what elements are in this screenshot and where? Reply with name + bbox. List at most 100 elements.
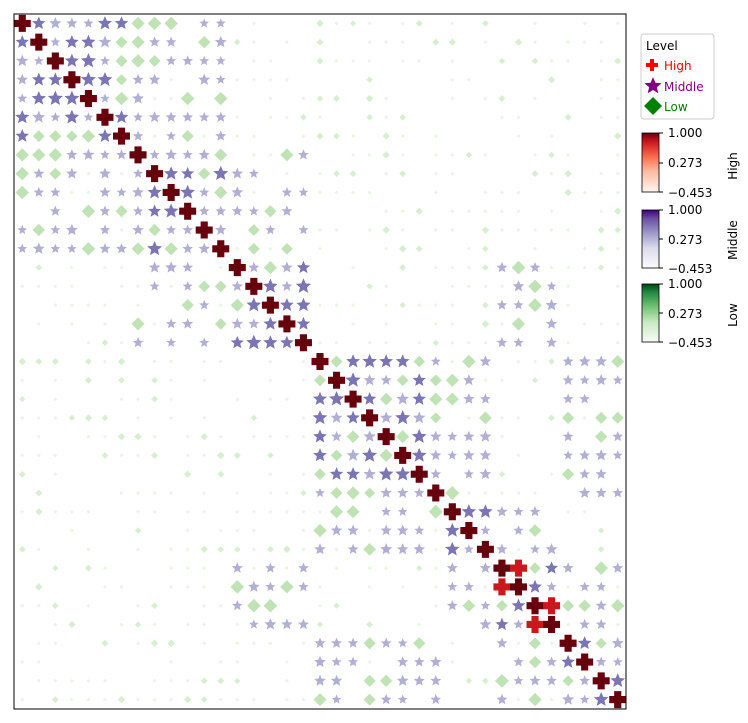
marker-low [599,171,604,176]
marker-low [313,523,327,538]
marker-middle [578,486,591,498]
marker-low [433,321,438,326]
marker-low [81,129,96,143]
marker-low [20,378,25,383]
marker-low [597,245,605,253]
marker-low [549,228,554,233]
marker-middle [546,581,557,592]
marker-middle [430,449,442,461]
legend-entry-middle: Middle [644,77,704,94]
marker-low [429,374,442,387]
marker-low [69,509,74,514]
marker-middle [463,374,475,386]
marker-low [465,151,473,159]
marker-low [466,490,471,495]
marker-low [268,490,273,495]
marker-middle [33,55,44,66]
marker-low [251,566,256,571]
marker-low [615,246,620,251]
marker-low [234,677,241,684]
marker-low [400,21,405,26]
marker-low [251,21,256,26]
marker-middle [479,562,491,573]
marker-low [115,54,128,67]
marker-high [344,390,362,408]
marker-low [251,40,256,45]
marker-middle [330,411,343,423]
marker-low [53,472,58,477]
marker-low [185,547,190,552]
marker-low [516,453,521,458]
marker-low [351,190,356,195]
marker-low [595,637,607,649]
marker-middle [81,34,96,49]
marker-low [198,167,211,180]
marker-low [119,397,124,402]
marker-low [614,57,622,65]
marker-middle [32,16,46,30]
marker-low [316,132,324,140]
marker-middle [298,562,309,573]
marker-low [200,433,208,441]
marker-middle [298,224,309,235]
marker-low [35,583,43,591]
marker-middle [578,355,591,367]
marker-middle [546,281,557,291]
marker-low [499,115,504,120]
marker-low [615,622,620,627]
marker-high [460,522,478,540]
marker-low [86,340,91,345]
marker-middle [562,393,574,404]
legend-label-low: Low [664,100,688,114]
marker-middle [495,617,509,631]
marker-low [301,472,306,477]
marker-low [20,697,25,702]
marker-middle [80,71,96,87]
marker-low [51,696,59,704]
marker-low [318,228,322,233]
marker-high [129,146,147,164]
marker-low [430,412,442,424]
marker-low [169,359,174,364]
marker-low [318,190,322,195]
marker-low [531,57,539,65]
marker-low [384,96,389,101]
marker-low [268,509,273,514]
marker-low [69,678,74,683]
marker-low [185,584,190,589]
marker-low [251,528,256,533]
marker-low [119,584,124,589]
marker-low [450,284,455,289]
marker-low [511,260,526,275]
marker-low [367,190,372,195]
marker-middle [363,430,376,442]
marker-middle [346,467,360,480]
marker-low [167,639,175,647]
marker-low [214,148,228,162]
marker-low [363,542,376,556]
colorbar-high-bar [641,132,660,193]
marker-middle [447,450,458,460]
marker-middle [413,674,425,686]
marker-high [195,221,213,239]
marker-low [318,603,322,608]
marker-low [119,490,124,495]
marker-low [152,359,157,364]
marker-low [202,509,207,514]
marker-low [53,415,58,420]
marker-low [445,373,459,387]
marker-low [549,171,554,176]
marker-high [13,14,31,32]
marker-low [19,396,26,403]
marker-middle [232,600,243,611]
marker-low [514,38,523,46]
marker-middle [546,336,558,348]
marker-low [566,58,571,63]
marker-high [96,108,114,126]
marker-low [582,415,587,420]
marker-middle [296,260,311,274]
marker-low [318,303,322,308]
marker-low [216,451,225,460]
marker-middle [198,73,211,85]
marker-middle [214,35,227,48]
